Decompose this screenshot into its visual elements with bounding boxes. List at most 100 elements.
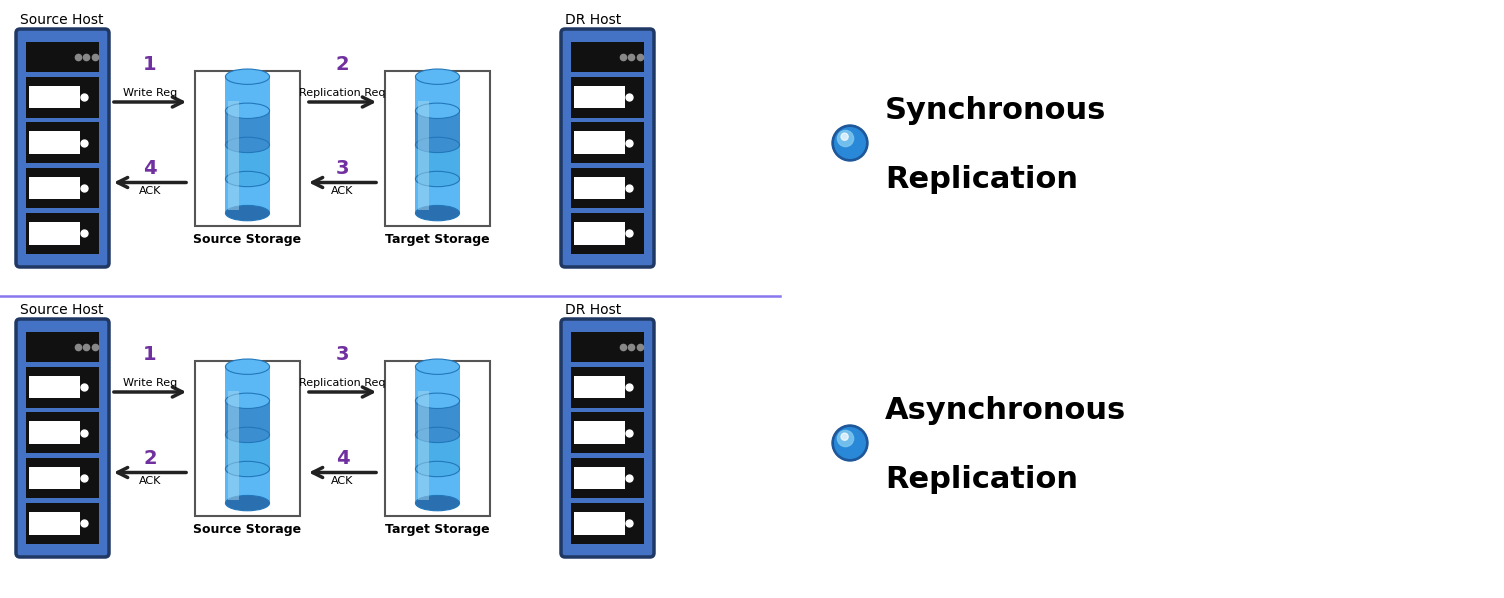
FancyBboxPatch shape [226, 145, 269, 179]
FancyBboxPatch shape [572, 77, 644, 118]
Text: Replication: Replication [884, 165, 1078, 194]
Text: 3: 3 [335, 160, 349, 178]
Circle shape [838, 431, 854, 447]
Ellipse shape [226, 172, 269, 187]
Text: Write Req: Write Req [123, 378, 177, 388]
FancyBboxPatch shape [226, 179, 269, 213]
FancyBboxPatch shape [26, 213, 99, 254]
Text: Target Storage: Target Storage [385, 523, 490, 536]
FancyBboxPatch shape [26, 457, 99, 498]
Ellipse shape [226, 103, 269, 118]
FancyBboxPatch shape [226, 77, 269, 111]
Text: Source Host: Source Host [20, 303, 104, 317]
FancyBboxPatch shape [17, 319, 108, 557]
Text: 1: 1 [143, 345, 156, 364]
Circle shape [832, 125, 868, 161]
Ellipse shape [226, 137, 269, 152]
Circle shape [841, 433, 848, 440]
FancyBboxPatch shape [573, 466, 624, 489]
FancyBboxPatch shape [418, 100, 429, 210]
FancyBboxPatch shape [226, 401, 269, 435]
FancyBboxPatch shape [415, 401, 460, 435]
FancyBboxPatch shape [196, 71, 299, 225]
FancyBboxPatch shape [572, 412, 644, 453]
Text: Asynchronous: Asynchronous [884, 396, 1126, 425]
Text: Replication Req: Replication Req [299, 378, 385, 388]
FancyBboxPatch shape [415, 469, 460, 503]
Text: Replication: Replication [884, 465, 1078, 494]
Text: DR Host: DR Host [566, 13, 621, 27]
Text: Synchronous: Synchronous [884, 96, 1107, 125]
Ellipse shape [226, 461, 269, 477]
FancyBboxPatch shape [17, 29, 108, 267]
Ellipse shape [226, 495, 269, 511]
FancyBboxPatch shape [573, 376, 624, 398]
FancyBboxPatch shape [572, 503, 644, 544]
FancyBboxPatch shape [26, 42, 99, 72]
Ellipse shape [415, 69, 460, 84]
Text: Write Req: Write Req [123, 88, 177, 98]
FancyBboxPatch shape [29, 376, 80, 398]
FancyBboxPatch shape [415, 435, 460, 469]
FancyBboxPatch shape [226, 435, 269, 469]
FancyBboxPatch shape [572, 42, 644, 72]
Text: 2: 2 [335, 55, 349, 74]
FancyBboxPatch shape [573, 512, 624, 535]
Ellipse shape [415, 359, 460, 374]
Ellipse shape [415, 427, 460, 443]
FancyBboxPatch shape [26, 503, 99, 544]
Ellipse shape [226, 393, 269, 408]
FancyBboxPatch shape [29, 86, 80, 108]
FancyBboxPatch shape [572, 457, 644, 498]
Ellipse shape [226, 69, 269, 84]
Text: DR Host: DR Host [566, 303, 621, 317]
Circle shape [835, 128, 865, 158]
FancyBboxPatch shape [572, 167, 644, 208]
FancyBboxPatch shape [29, 466, 80, 489]
Text: ACK: ACK [138, 477, 161, 487]
FancyBboxPatch shape [415, 111, 460, 145]
FancyBboxPatch shape [26, 122, 99, 163]
FancyBboxPatch shape [572, 332, 644, 362]
Ellipse shape [415, 495, 460, 511]
FancyBboxPatch shape [26, 367, 99, 407]
Text: ACK: ACK [138, 187, 161, 197]
FancyBboxPatch shape [226, 111, 269, 145]
FancyBboxPatch shape [573, 86, 624, 108]
Ellipse shape [415, 393, 460, 408]
Ellipse shape [226, 359, 269, 374]
FancyBboxPatch shape [29, 422, 80, 444]
Circle shape [841, 133, 848, 141]
FancyBboxPatch shape [561, 29, 654, 267]
Text: 1: 1 [143, 55, 156, 74]
FancyBboxPatch shape [29, 512, 80, 535]
FancyBboxPatch shape [26, 167, 99, 208]
Text: Target Storage: Target Storage [385, 233, 490, 246]
FancyBboxPatch shape [418, 390, 429, 500]
Circle shape [838, 130, 854, 147]
FancyBboxPatch shape [226, 367, 269, 401]
FancyBboxPatch shape [226, 469, 269, 503]
Text: ACK: ACK [331, 477, 353, 487]
Circle shape [835, 428, 865, 458]
FancyBboxPatch shape [573, 222, 624, 245]
FancyBboxPatch shape [415, 367, 460, 401]
Ellipse shape [415, 172, 460, 187]
Text: Source Storage: Source Storage [194, 233, 302, 246]
Text: ACK: ACK [331, 187, 353, 197]
Text: 4: 4 [335, 450, 349, 468]
Ellipse shape [415, 461, 460, 477]
FancyBboxPatch shape [572, 122, 644, 163]
FancyBboxPatch shape [29, 177, 80, 199]
FancyBboxPatch shape [561, 319, 654, 557]
Text: Replication Req: Replication Req [299, 88, 385, 98]
Ellipse shape [415, 103, 460, 118]
Text: 3: 3 [335, 345, 349, 364]
FancyBboxPatch shape [572, 367, 644, 407]
FancyBboxPatch shape [415, 145, 460, 179]
Text: 4: 4 [143, 160, 156, 178]
FancyBboxPatch shape [573, 132, 624, 154]
FancyBboxPatch shape [29, 132, 80, 154]
Text: Source Storage: Source Storage [194, 523, 302, 536]
FancyBboxPatch shape [29, 222, 80, 245]
